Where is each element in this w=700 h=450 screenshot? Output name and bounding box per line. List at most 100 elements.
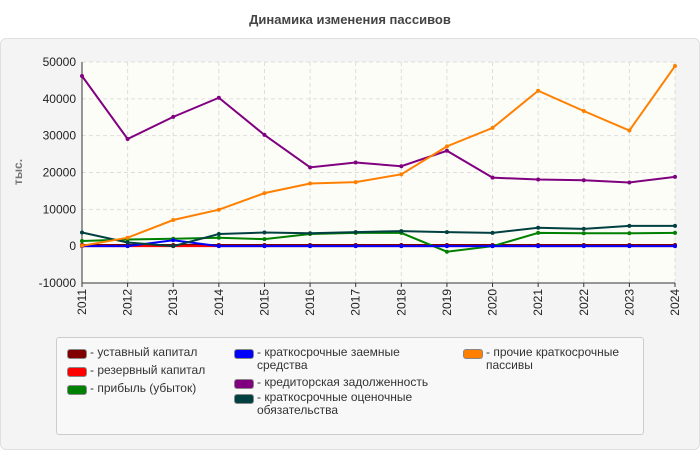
data-point	[536, 88, 541, 93]
data-point	[673, 174, 677, 179]
data-point	[216, 95, 221, 100]
series-line	[82, 239, 675, 248]
y-tick-label: -10000	[39, 276, 77, 290]
y-tick-label: 0	[69, 239, 76, 253]
x-tick-label: 2022	[577, 289, 591, 316]
data-point	[262, 132, 267, 137]
legend-label: - краткосрочные заемные средства	[257, 345, 400, 372]
data-point	[627, 180, 632, 185]
data-point	[581, 108, 586, 113]
data-point	[444, 148, 449, 153]
data-point	[673, 64, 677, 69]
legend-item: - прочие краткосрочные пассивы	[463, 346, 633, 372]
legend-item: - прибыль (убыток)	[67, 382, 196, 395]
data-point	[627, 223, 632, 228]
x-tick-label: 2020	[486, 289, 500, 316]
legend-label: - уставный капитал	[90, 345, 198, 359]
legend-swatch	[67, 367, 87, 377]
x-tick-label: 2013	[166, 289, 180, 316]
data-point	[399, 172, 404, 177]
data-point	[536, 225, 541, 230]
legend-item: - краткосрочные заемные средства	[234, 346, 434, 372]
legend-item: - уставный капитал	[67, 346, 197, 359]
data-point	[262, 230, 267, 235]
x-tick-label: 2018	[394, 289, 408, 316]
legend-item: - кредиторская задолженность	[234, 376, 434, 389]
data-point	[444, 144, 449, 149]
data-point	[125, 244, 130, 249]
data-point	[536, 244, 541, 249]
y-tick-label: 40000	[43, 92, 77, 106]
data-point	[627, 128, 632, 133]
x-tick-label: 2024	[668, 289, 682, 316]
data-point	[171, 244, 176, 249]
data-point	[627, 231, 632, 236]
data-point	[80, 243, 84, 248]
data-point	[171, 114, 176, 119]
data-point	[673, 230, 677, 235]
legend: - уставный капитал - резервный капитал - п…	[56, 337, 644, 435]
legend-swatch	[67, 349, 87, 359]
y-tick-label: 20000	[43, 166, 77, 180]
data-point	[399, 164, 404, 169]
legend-item: - резервный капитал	[67, 364, 205, 377]
data-point	[627, 244, 632, 249]
x-tick-label: 2017	[349, 289, 363, 316]
data-point	[80, 73, 84, 78]
legend-label: - прибыль (убыток)	[90, 381, 197, 395]
data-point	[581, 244, 586, 249]
data-point	[673, 223, 677, 228]
data-point	[444, 230, 449, 235]
data-point	[216, 207, 221, 212]
data-point	[262, 244, 267, 249]
x-tick-label: 2012	[121, 289, 135, 316]
x-tick-label: 2023	[622, 289, 636, 316]
data-point	[262, 237, 267, 242]
data-point	[216, 235, 221, 240]
y-tick-label: 30000	[43, 129, 77, 143]
data-point	[581, 231, 586, 236]
legend-label: - кредиторская задолженность	[257, 375, 429, 389]
data-point	[399, 244, 404, 249]
data-point	[308, 181, 313, 186]
data-point	[490, 230, 495, 235]
legend-label: - прочие краткосрочные пассивы	[486, 345, 620, 372]
data-point	[536, 230, 541, 235]
legend-swatch	[463, 349, 483, 359]
data-point	[444, 244, 449, 249]
x-tick-label: 2014	[212, 289, 226, 316]
data-point	[490, 175, 495, 180]
data-point	[216, 244, 221, 249]
legend-swatch	[234, 394, 254, 404]
x-tick-label: 2016	[303, 289, 317, 316]
data-point	[581, 178, 586, 183]
data-point	[80, 230, 84, 235]
x-tick-label: 2011	[75, 289, 89, 315]
y-tick-label: 10000	[43, 202, 77, 216]
data-point	[125, 136, 130, 141]
chart-title: Динамика изменения пассивов	[249, 12, 451, 27]
data-point	[125, 235, 130, 240]
data-point	[80, 239, 84, 244]
data-point	[216, 232, 221, 237]
x-tick-label: 2019	[440, 289, 454, 316]
data-point	[308, 165, 313, 170]
legend-swatch	[67, 385, 87, 395]
data-point	[399, 229, 404, 234]
data-point	[490, 244, 495, 249]
series-line	[81, 224, 675, 248]
data-point	[581, 226, 586, 231]
legend-swatch	[234, 349, 254, 359]
y-axis-label: тыс.	[11, 159, 25, 185]
data-point	[353, 160, 358, 165]
y-tick-label: 50000	[43, 55, 77, 69]
data-point	[673, 244, 677, 249]
data-point	[490, 125, 495, 130]
legend-label: - резервный капитал	[90, 363, 206, 377]
x-tick-label: 2021	[531, 289, 545, 316]
legend-label: - краткосрочные оценочные обязательства	[257, 390, 413, 417]
legend-swatch	[234, 379, 254, 389]
data-point	[308, 244, 313, 249]
data-point	[171, 218, 176, 223]
